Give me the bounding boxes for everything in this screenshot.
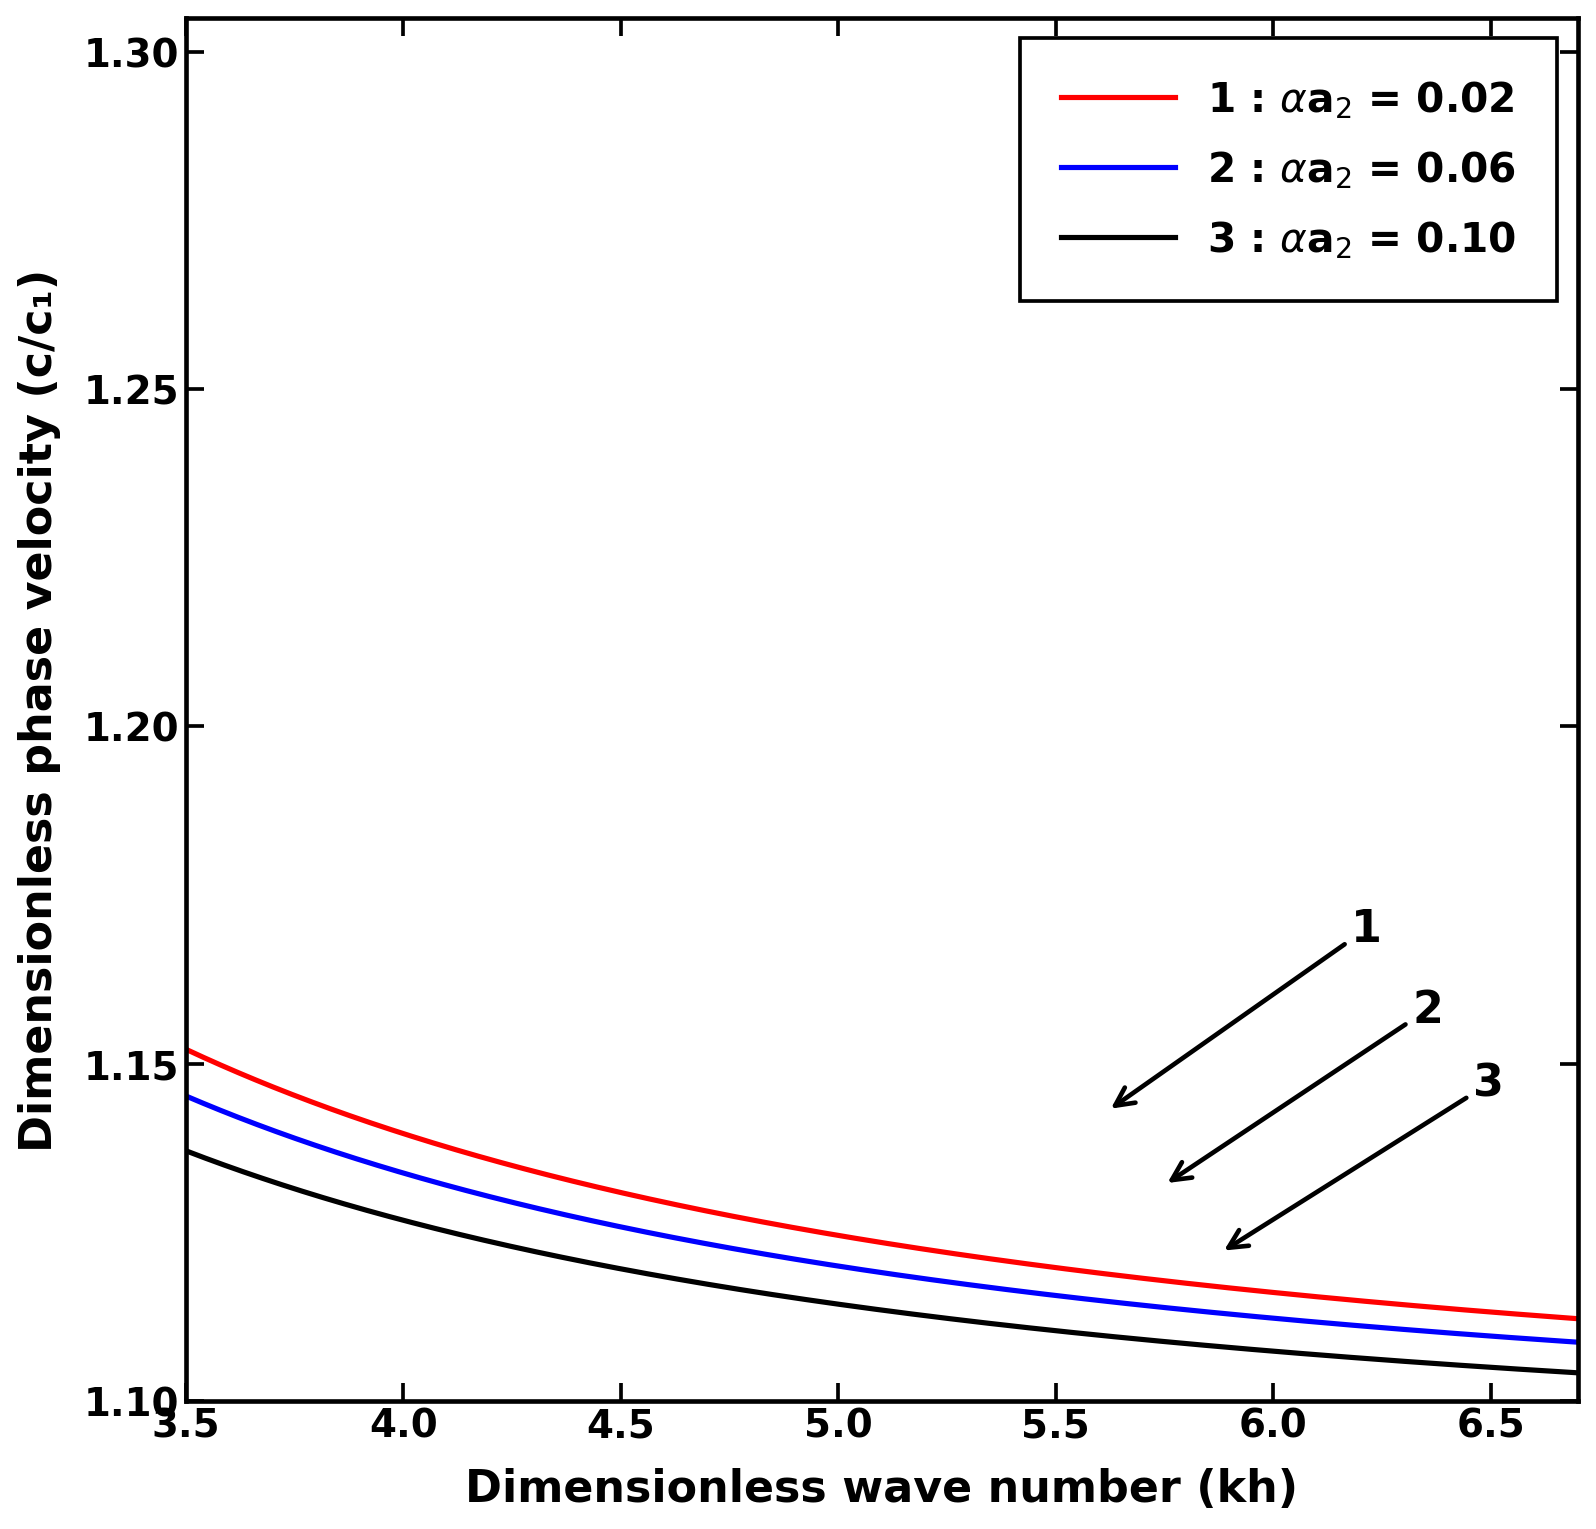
Text: 2: 2 — [1171, 988, 1443, 1180]
Text: 1: 1 — [1116, 907, 1382, 1105]
Legend: 1 : $\alpha$a$_2$ = 0.02, 2 : $\alpha$a$_2$ = 0.06, 3 : $\alpha$a$_2$ = 0.10: 1 : $\alpha$a$_2$ = 0.02, 2 : $\alpha$a$… — [1020, 38, 1558, 301]
Text: 3: 3 — [1229, 1063, 1503, 1248]
Y-axis label: Dimensionless phase velocity (c/c₁): Dimensionless phase velocity (c/c₁) — [19, 268, 62, 1151]
X-axis label: Dimensionless wave number (kh): Dimensionless wave number (kh) — [464, 1468, 1298, 1511]
